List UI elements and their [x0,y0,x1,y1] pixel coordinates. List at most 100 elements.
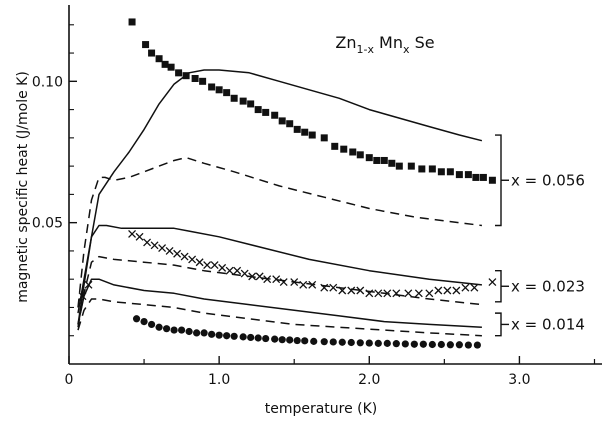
compound-base: Zn [335,33,356,52]
cross-stroke [143,238,152,247]
circle-point [374,339,382,347]
cross-point [308,280,317,289]
cross-stroke [165,246,174,255]
circle-point [329,338,337,346]
cross-stroke [461,283,470,292]
square-point [428,165,436,173]
cross-point [356,286,365,295]
cross-stroke [488,278,497,286]
square-point [356,151,364,159]
compound-label: Zn1-x Mnx Se [335,33,434,56]
circle-point [200,329,208,337]
square-point [278,117,286,125]
cross-stroke [374,289,383,298]
circle-point [185,327,193,336]
square-point [388,159,396,167]
circle-point [383,339,391,347]
square-point [308,131,316,139]
cross-point [188,255,197,264]
x-axis-label: temperature (K) [265,401,378,417]
cross-stroke [338,286,347,295]
cross-point [135,232,144,241]
cross-point [218,263,227,272]
group-bracket [495,134,502,227]
square-point [293,125,301,133]
square-point [373,156,381,164]
cross-stroke [443,286,452,295]
cross-stroke [84,280,93,289]
circle-point [178,326,186,334]
group-bracket [495,270,502,303]
square-point [142,41,150,49]
group-label: x = 0.056 [511,171,585,189]
dashed-curve [77,156,482,308]
solid-curve [77,69,483,314]
circle-point [365,339,373,347]
dashed-curve [77,298,482,337]
cross-stroke [452,286,461,295]
cross-stroke [320,283,329,292]
cross-stroke [78,292,87,301]
cross-stroke [425,289,434,298]
cross-point [347,286,356,295]
cross-stroke [240,269,249,278]
cross-point [84,280,93,289]
circle-point [286,336,294,344]
circle-point [310,337,318,345]
square-point [262,108,270,116]
compound-mid: Mn [374,33,403,52]
cross-stroke [383,289,392,298]
square-point [446,168,454,176]
compound-sub1: 1-x [356,43,374,56]
circle-point [473,341,481,349]
circle-point [455,341,463,349]
cross-point [461,283,470,292]
circle-point [247,333,255,342]
cross-point [320,283,329,292]
cross-stroke [203,261,212,270]
cross-point [255,272,264,281]
square-point [167,63,175,71]
circle-point [254,334,262,342]
compound-end: Se [410,33,435,52]
cross-point [279,278,288,286]
cross-stroke [173,249,182,258]
circle-point [223,332,231,340]
cross-point [374,289,383,298]
square-point [199,77,207,85]
cross-stroke [347,286,356,295]
cross-point [392,289,401,298]
square-point [301,128,309,136]
square-point [286,120,294,128]
square-point [128,18,136,26]
square-point [437,168,445,176]
cross-point [272,275,281,284]
cross-stroke [218,263,227,272]
cross-point [240,269,249,278]
cross-point [383,289,392,298]
square-point [464,171,472,179]
cross-point [299,280,308,289]
cross-point [425,289,434,298]
cross-point [414,289,423,298]
cross-stroke [255,272,264,281]
cross-stroke [356,286,365,295]
circle-point [147,320,156,329]
x-tick-label: 3.0 [508,372,530,388]
cross-point [470,283,479,292]
square-point [331,142,339,150]
square-point [175,69,183,77]
square-point [418,165,426,173]
circle-point [293,336,301,345]
cross-stroke [365,289,374,298]
solid-curve [77,224,482,325]
dashed-curve [77,255,482,328]
cross-stroke [290,278,299,286]
cross-stroke [434,286,443,295]
cross-point [263,275,272,284]
cross-point [195,258,204,267]
x-tick-label: 1.0 [208,372,230,388]
square-point [215,86,223,94]
cross-stroke [414,289,423,298]
